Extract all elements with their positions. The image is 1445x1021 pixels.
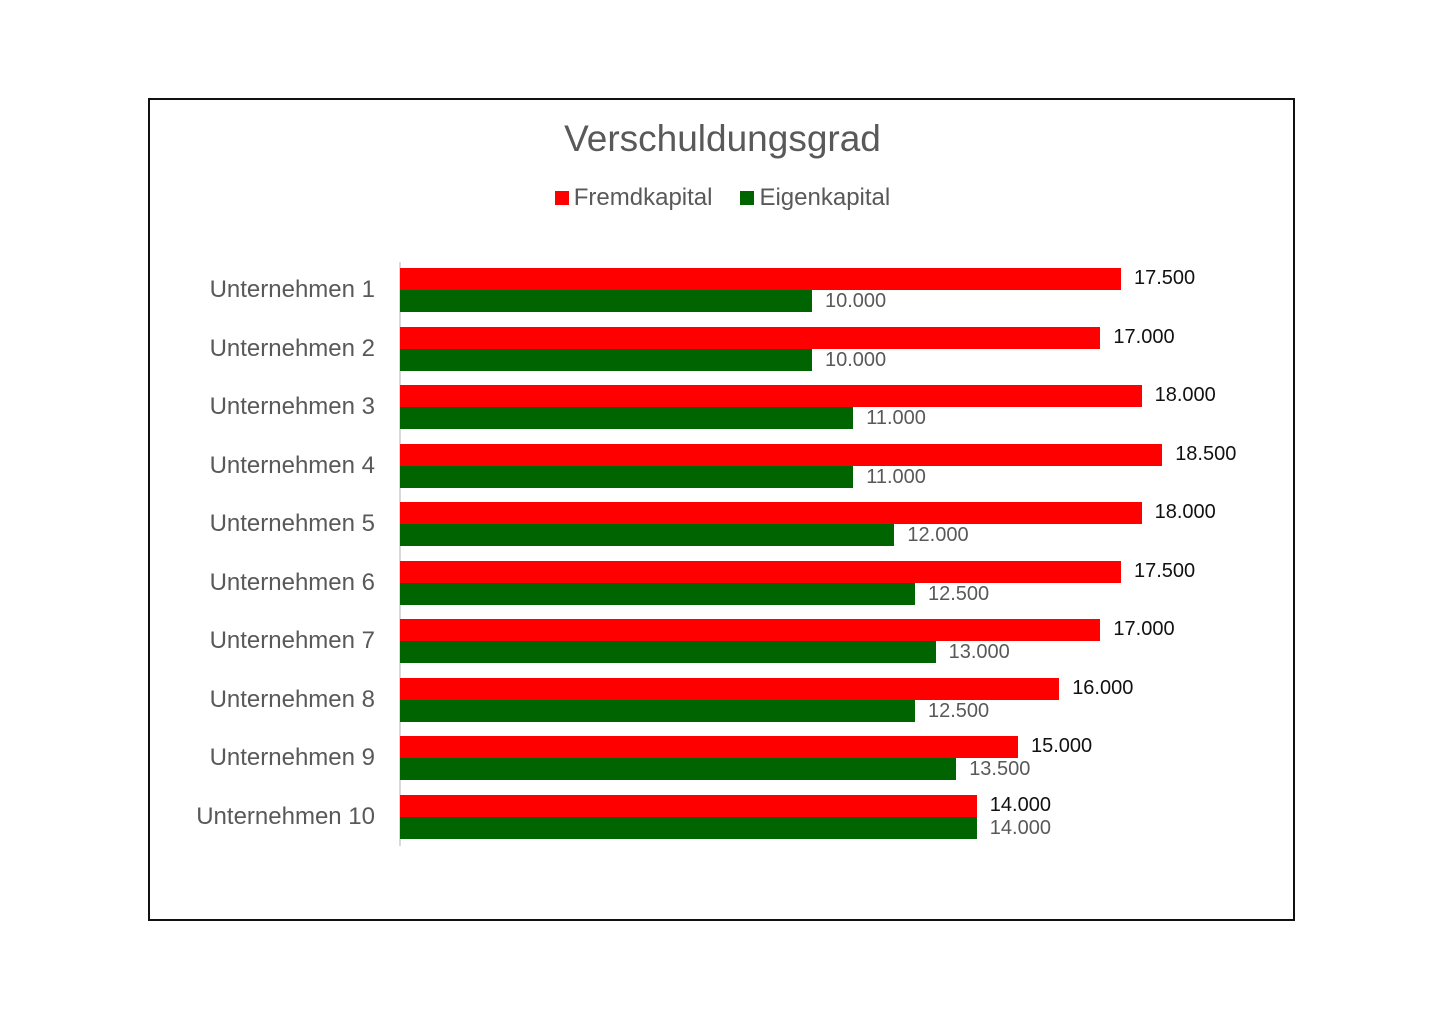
category-label: Unternehmen 1 (209, 276, 375, 303)
bar-group: Unternehmen 10 14.000 14.000 (0, 793, 1445, 842)
bar-group: Unternehmen 7 17.000 13.000 (0, 618, 1445, 666)
bar-fremdkapital (400, 385, 1142, 407)
data-label-fremdkapital: 15.000 (1031, 735, 1093, 757)
bar-group: Unternehmen 4 18.500 11.000 (0, 442, 1445, 491)
bar-fremdkapital (400, 443, 1163, 466)
data-label-fremdkapital: 17.000 (1113, 325, 1175, 348)
legend-label: Fremdkapital (573, 184, 713, 211)
bar-eigenkapital (400, 465, 854, 488)
data-label-fremdkapital: 16.000 (1072, 676, 1134, 699)
bar-fremdkapital (400, 560, 1121, 583)
data-label-eigenkapital: 11.000 (866, 407, 926, 429)
category-label: Unternehmen 9 (209, 744, 375, 771)
bar-eigenkapital (400, 524, 895, 546)
data-label-eigenkapital: 13.000 (948, 641, 1010, 663)
bar-group: Unternehmen 1 17.500 10.000 (0, 267, 1445, 315)
bar-fremdkapital (400, 619, 1101, 641)
data-label-fremdkapital: 14.000 (989, 793, 1051, 816)
bar-eigenkapital (400, 348, 812, 371)
category-axis-line (399, 262, 401, 846)
bar-fremdkapital (400, 326, 1101, 349)
bar-fremdkapital (400, 502, 1142, 524)
bar-group: Unternehmen 2 17.000 10.000 (0, 325, 1445, 374)
category-label: Unternehmen 3 (209, 393, 375, 420)
category-label: Unternehmen 7 (209, 627, 375, 654)
data-label-eigenkapital: 10.000 (825, 348, 887, 371)
data-label-eigenkapital: 12.000 (907, 524, 969, 546)
bar-group: Unternehmen 5 18.000 12.000 (0, 501, 1445, 549)
data-label-eigenkapital: 13.500 (969, 758, 1031, 780)
bar-group: Unternehmen 8 16.000 12.500 (0, 676, 1445, 725)
legend-swatch-icon (740, 191, 755, 205)
bar-eigenkapital (400, 582, 915, 605)
bar-eigenkapital (400, 641, 936, 663)
data-label-fremdkapital: 17.500 (1134, 559, 1196, 582)
bar-eigenkapital (400, 407, 854, 429)
data-label-eigenkapital: 12.500 (928, 699, 990, 722)
category-label: Unternehmen 2 (209, 334, 375, 362)
bar-fremdkapital (400, 736, 1018, 758)
bar-group: Unternehmen 3 18.000 11.000 (0, 384, 1445, 432)
bar-eigenkapital (400, 699, 915, 722)
category-label: Unternehmen 6 (209, 568, 375, 596)
data-label-eigenkapital: 14.000 (989, 816, 1051, 839)
bar-eigenkapital (400, 816, 977, 839)
bar-group: Unternehmen 6 17.500 12.500 (0, 559, 1445, 608)
category-label: Unternehmen 5 (209, 510, 375, 537)
legend-item-eigenkapital: Eigenkapital (740, 184, 890, 212)
bar-fremdkapital (400, 794, 977, 817)
bar-fremdkapital (400, 268, 1121, 290)
data-label-fremdkapital: 17.000 (1113, 618, 1175, 640)
legend-label: Eigenkapital (759, 184, 891, 211)
data-label-fremdkapital: 17.500 (1134, 267, 1196, 289)
legend: Fremdkapital Eigenkapital (0, 184, 1445, 212)
legend-item-fremdkapital: Fremdkapital (554, 184, 713, 212)
bar-group: Unternehmen 9 15.000 13.500 (0, 735, 1445, 783)
legend-swatch-icon (554, 191, 569, 205)
data-label-eigenkapital: 10.000 (825, 290, 887, 312)
data-label-fremdkapital: 18.500 (1175, 442, 1237, 465)
data-label-eigenkapital: 11.000 (866, 465, 926, 488)
category-label: Unternehmen 10 (196, 802, 375, 830)
data-label-eigenkapital: 12.500 (928, 582, 990, 605)
category-label: Unternehmen 4 (209, 451, 375, 479)
bar-eigenkapital (400, 758, 957, 780)
data-label-fremdkapital: 18.000 (1154, 501, 1216, 523)
bar-fremdkapital (400, 677, 1060, 700)
bar-eigenkapital (400, 290, 812, 312)
category-label: Unternehmen 8 (209, 685, 375, 713)
chart-title: Verschuldungsgrad (564, 118, 881, 159)
data-label-fremdkapital: 18.000 (1154, 384, 1216, 406)
